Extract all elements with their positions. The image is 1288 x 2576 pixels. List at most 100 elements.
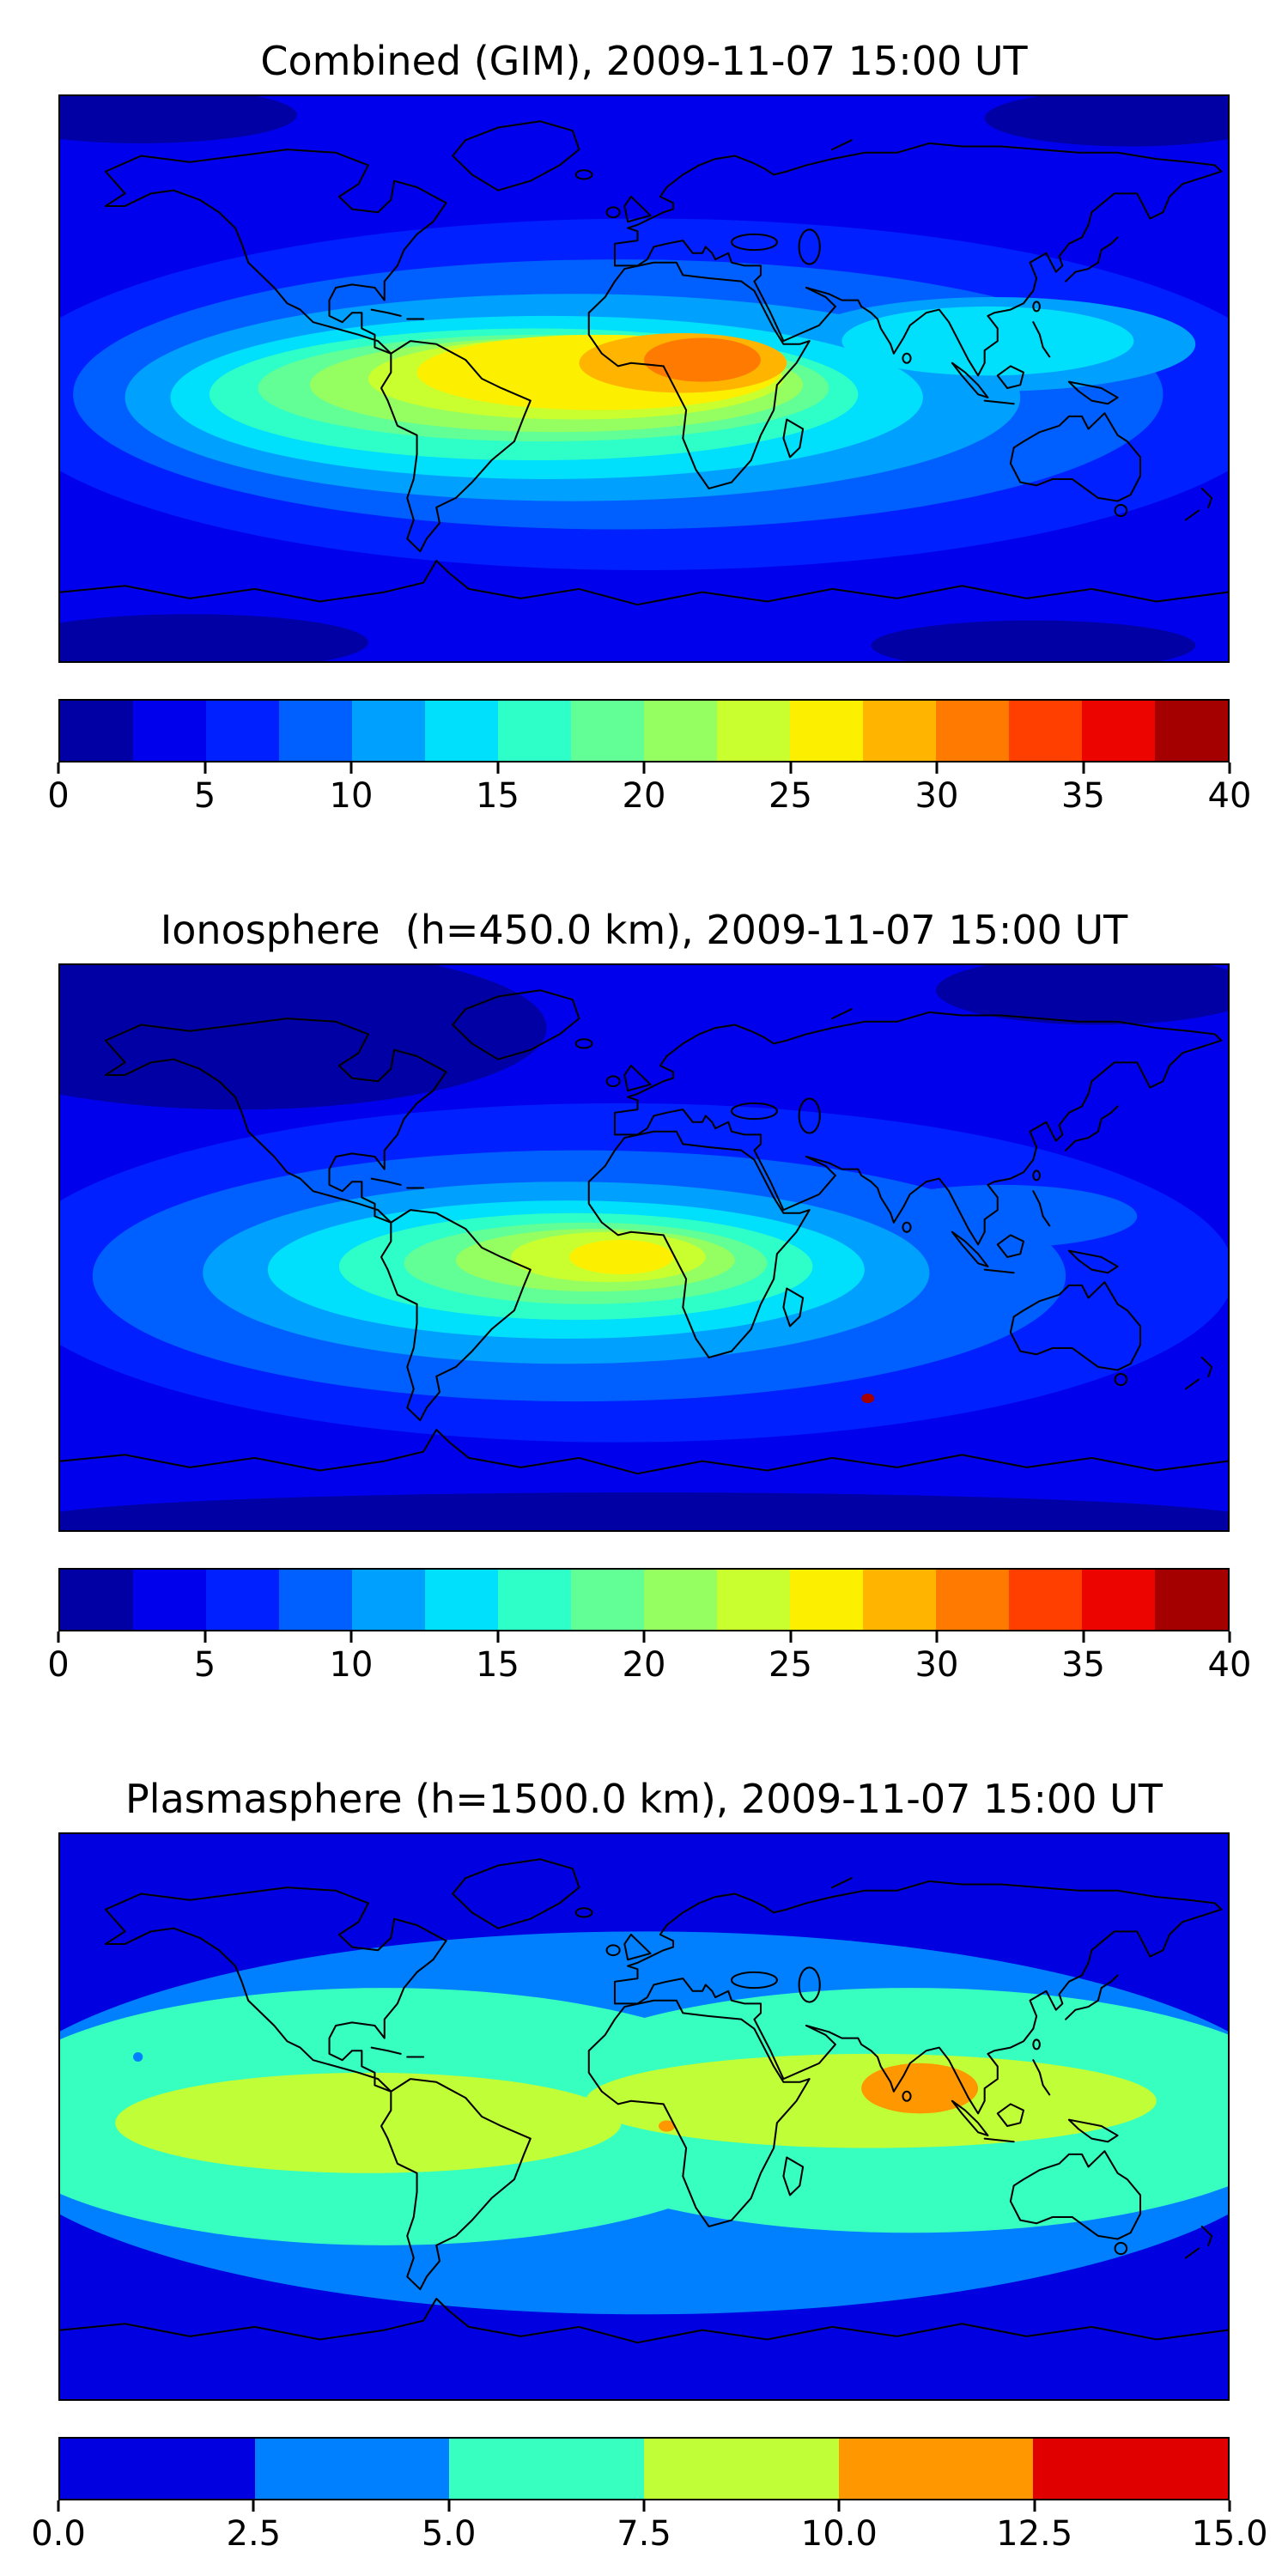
colorbar-ticks-combined: 0 5 10 15 20 25 30 35 40 [47,762,1251,817]
colorbar-segment [1155,701,1228,761]
colorbar-tick [57,2500,60,2512]
colorbar-segment [352,1570,425,1630]
colorbar-segment [133,701,206,761]
colorbar-tick [1082,1631,1084,1643]
world-map-svg-plasmasphere [60,1834,1228,2399]
colorbar-tick [789,762,792,774]
colorbar-tick-label: 15.0 [1191,2514,1268,2554]
colorbar-segment [206,701,279,761]
map-plasmasphere [58,1832,1230,2401]
colorbar-segment [133,1570,206,1630]
colorbar-tick-label: 10 [329,1645,374,1685]
colorbar-segment [60,701,133,761]
panel-title-ionosphere: Ionosphere (h=450.0 km), 2009-11-07 15:0… [160,907,1128,953]
colorbar-ticks-plasmasphere: 0.0 2.5 5.0 7.5 10.0 12.5 15.0 [31,2500,1268,2555]
colorbar-tick [204,762,206,774]
colorbar-segment [1155,1570,1228,1630]
panel-title-plasmasphere: Plasmasphere (h=1500.0 km), 2009-11-07 1… [125,1776,1163,1822]
colorbar-segment [279,1570,352,1630]
colorbar-tick-label: 40 [1207,1645,1252,1685]
tec-contours-ionosphere [60,965,1228,1530]
colorbar-tick-label: 15 [476,776,519,816]
colorbar-tick-label: 5.0 [421,2514,477,2554]
colorbar-tick [204,1631,206,1643]
colorbar-tick [57,762,60,774]
colorbar-segment [498,1570,571,1630]
colorbar-tick [1033,2500,1036,2512]
world-map-svg-ionosphere [60,965,1228,1530]
colorbar-tick [447,2500,451,2512]
colorbar-segment [644,2439,839,2499]
colorbar-tick-label: 5 [193,1645,216,1685]
colorbar-segment [936,701,1009,761]
colorbar-plasmasphere [58,2437,1230,2500]
colorbar-tick-label: 5 [193,776,216,816]
colorbar-segment [352,701,425,761]
world-map-svg-combined [60,96,1228,661]
colorbar-tick-label: 40 [1207,776,1252,816]
colorbar-segment [60,1570,133,1630]
colorbar-segment [425,701,498,761]
panel-ionosphere: Ionosphere (h=450.0 km), 2009-11-07 15:0… [47,907,1251,1686]
colorbar-segment [1082,701,1155,761]
colorbar-segment [1082,1570,1155,1630]
colorbar-tick [496,762,499,774]
colorbar-tick-label: 30 [914,1645,959,1685]
colorbar-segment [254,2439,450,2499]
colorbar-segment [717,1570,790,1630]
tec-contours-combined [60,96,1228,661]
colorbar-tick-label: 12.5 [996,2514,1073,2554]
colorbar-tick [1082,762,1084,774]
colorbar-tick [349,1631,353,1643]
colorbar-segment [498,701,571,761]
colorbar-tick [1228,762,1231,774]
colorbar-segment [425,1570,498,1630]
tec-contours-plasmasphere [60,1834,1228,2399]
colorbar-segment [790,701,863,761]
panel-plasmasphere: Plasmasphere (h=1500.0 km), 2009-11-07 1… [31,1776,1268,2555]
colorbar-segment [644,701,717,761]
colorbar-tick-label: 2.5 [226,2514,282,2554]
colorbar-tick [935,1631,939,1643]
colorbar-tick-label: 7.5 [617,2514,671,2554]
colorbar-tick-label: 0 [47,1645,70,1685]
colorbar-tick-label: 0.0 [31,2514,86,2554]
colorbar-tick [642,1631,646,1643]
colorbar-tick [252,2500,255,2512]
colorbar-tick [57,1631,60,1643]
colorbar-tick-label: 10 [329,776,374,816]
panel-combined: Combined (GIM), 2009-11-07 15:00 UT [47,38,1251,817]
colorbar-segment [60,2439,255,2499]
colorbar-segment [863,701,936,761]
colorbar-segment [717,701,790,761]
colorbar-segment [1009,1570,1082,1630]
colorbar-tick-label: 0 [47,776,70,816]
colorbar-tick [1228,2500,1231,2512]
colorbar-combined [58,699,1230,762]
colorbar-tick [837,2500,841,2512]
colorbar-ionosphere [58,1568,1230,1631]
map-ionosphere [58,963,1230,1532]
colorbar-segment [279,701,352,761]
colorbar-tick-label: 20 [622,1645,666,1685]
colorbar-segment [449,2439,645,2499]
colorbar-segment [1033,2439,1229,2499]
colorbar-segment [571,701,644,761]
colorbar-tick [642,762,646,774]
colorbar-segment [206,1570,279,1630]
colorbar-tick-label: 25 [769,1645,812,1685]
panel-title-combined: Combined (GIM), 2009-11-07 15:00 UT [260,38,1028,84]
colorbar-segment [838,2439,1034,2499]
colorbar-tick [642,2500,646,2512]
colorbar-segment [936,1570,1009,1630]
colorbar-tick [789,1631,792,1643]
colorbar-tick-label: 35 [1061,1645,1105,1685]
colorbar-ticks-ionosphere: 0 5 10 15 20 25 30 35 40 [47,1631,1251,1686]
colorbar-tick-label: 25 [769,776,812,816]
colorbar-tick-label: 15 [476,1645,519,1685]
colorbar-segment [644,1570,717,1630]
colorbar-tick-label: 35 [1061,776,1105,816]
colorbar-segment [790,1570,863,1630]
colorbar-segment [1009,701,1082,761]
